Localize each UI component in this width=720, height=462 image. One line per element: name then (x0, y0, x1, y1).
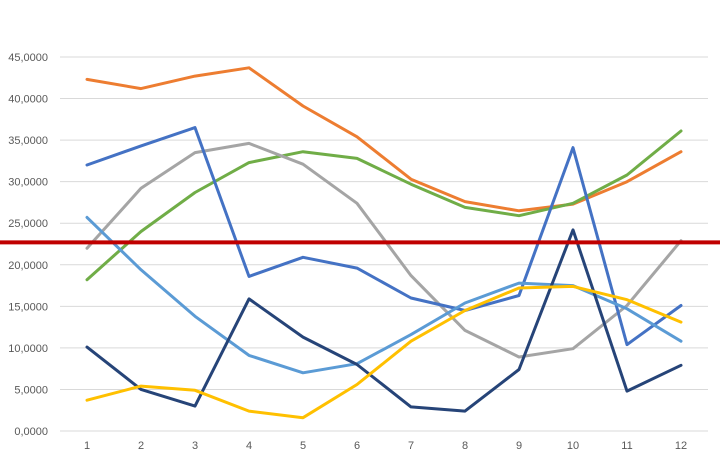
y-tick-label: 45,0000 (8, 52, 48, 64)
y-tick-label: 15,0000 (8, 301, 48, 313)
x-tick-label: 11 (621, 440, 632, 452)
y-tick-label: 0,0000 (14, 426, 48, 438)
series-lines (85, 66, 683, 420)
x-tick-label: 8 (462, 440, 468, 452)
y-tick-label: 40,0000 (8, 94, 48, 106)
series-line-6 (85, 228, 683, 413)
series-line-3 (85, 141, 683, 359)
y-tick-label: 20,0000 (8, 260, 48, 272)
x-tick-label: 12 (675, 440, 687, 452)
x-tick-label: 5 (300, 440, 306, 452)
x-tick-label: 6 (354, 440, 360, 452)
series-line-2 (85, 129, 683, 282)
series-line-1 (85, 66, 683, 213)
series-line-4 (85, 126, 683, 347)
y-tick-label: 5,0000 (14, 384, 48, 396)
x-tick-label: 4 (246, 440, 252, 452)
x-tick-label: 10 (567, 440, 579, 452)
x-axis-tick-labels: 1 2 3 4 5 6 7 8 9 10 11 12 (84, 440, 687, 452)
y-tick-label: 25,0000 (8, 218, 48, 230)
y-axis-tick-labels: 0,0000 5,0000 10,0000 15,0000 20,0000 25,0000… (8, 52, 48, 438)
x-tick-label: 9 (516, 440, 522, 452)
x-tick-label: 3 (192, 440, 198, 452)
x-tick-label: 1 (84, 440, 90, 452)
x-tick-label: 2 (138, 440, 144, 452)
y-tick-label: 35,0000 (8, 135, 48, 147)
y-tick-label: 30,0000 (8, 177, 48, 189)
y-tick-label: 10,0000 (8, 343, 48, 355)
series-line-7 (85, 284, 683, 420)
x-tick-label: 7 (408, 440, 414, 452)
